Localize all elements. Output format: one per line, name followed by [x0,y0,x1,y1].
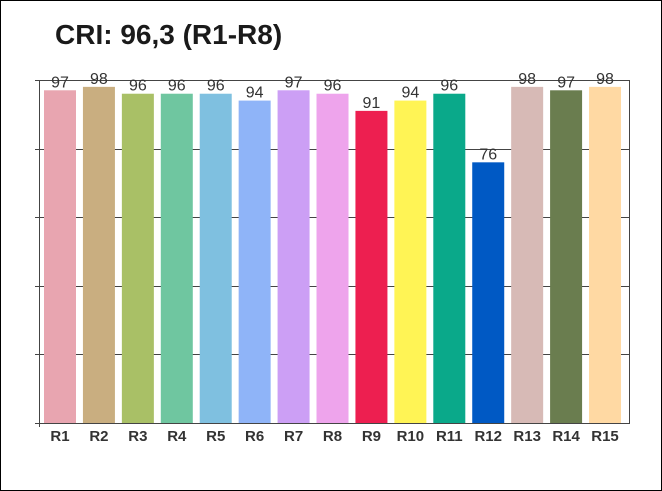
category-label-r13: R13 [513,428,541,445]
category-label-r6: R6 [245,428,264,445]
category-label-r3: R3 [128,428,147,445]
bars [44,86,622,424]
value-label-r4: 96 [168,78,186,95]
bar-r4 [160,93,193,423]
bar-r11 [433,93,466,423]
value-label-r2: 98 [90,71,108,88]
bar-r6 [238,100,271,423]
bar-r14 [550,90,583,423]
category-label-r11: R11 [436,428,463,445]
category-label-r2: R2 [89,428,108,445]
category-label-r9: R9 [362,428,381,445]
bar-r10 [394,100,427,423]
value-label-r5: 96 [207,78,225,95]
bar-r13 [511,86,544,424]
bar-r8 [316,93,349,423]
category-label-r12: R12 [474,428,502,445]
bar-r12 [472,162,505,423]
bar-r5 [199,93,232,423]
category-label-r5: R5 [206,428,225,445]
bar-r7 [277,90,310,423]
category-label-r4: R4 [167,428,187,445]
bar-r9 [355,110,388,424]
value-label-r3: 96 [129,78,147,95]
value-label-r6: 94 [246,85,264,102]
bar-r1 [44,90,76,423]
value-label-r15: 98 [596,71,614,88]
value-label-r11: 96 [440,78,458,95]
value-label-r7: 97 [285,74,303,91]
value-label-r12: 76 [479,146,497,163]
category-label-r15: R15 [591,428,619,445]
value-label-r14: 97 [557,74,575,91]
category-label-r14: R14 [552,428,580,445]
category-label-r10: R10 [397,428,425,445]
chart-title: CRI: 96,3 (R1-R8) [55,19,283,50]
category-label-r1: R1 [50,428,69,445]
category-label-r7: R7 [284,428,303,445]
category-labels: R1 R2 R3 R4 R5 R6 R7 R8 R9 R10 R11 R12 R13 R14 R15 [50,428,618,445]
value-label-r8: 96 [324,78,342,95]
bar-r15 [589,86,622,424]
bar-r3 [121,93,154,423]
value-label-r10: 94 [401,85,419,102]
category-label-r8: R8 [323,428,342,445]
value-label-r13: 98 [518,71,536,88]
bar-r2 [82,86,115,424]
value-labels: 97 98 96 96 96 94 97 96 91 94 96 76 98 97 98 [51,71,614,163]
value-label-r9: 91 [363,95,381,112]
value-label-r1: 97 [51,74,69,91]
